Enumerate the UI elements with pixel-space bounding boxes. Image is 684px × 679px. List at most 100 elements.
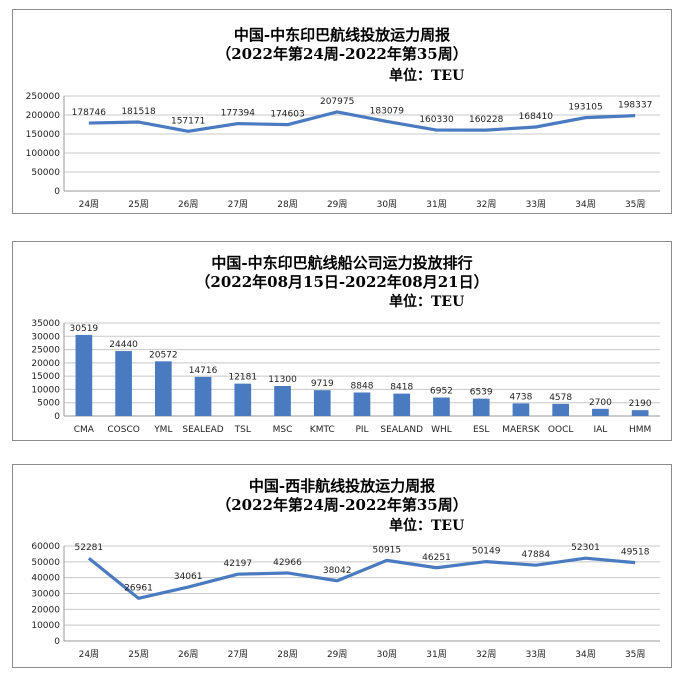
- x-tick-label: MAERSK: [502, 425, 541, 435]
- y-tick-label: 20000: [31, 359, 60, 369]
- data-label: 24440: [109, 340, 138, 350]
- x-tick-label: KMTC: [310, 425, 335, 435]
- x-tick-label: 29周: [327, 199, 347, 210]
- x-tick-label: 28周: [277, 649, 297, 660]
- y-tick-label: 100000: [26, 149, 61, 159]
- bar: [353, 392, 371, 416]
- data-label: 6539: [470, 388, 493, 398]
- x-tick-label: 34周: [575, 199, 595, 210]
- data-label: 8848: [351, 381, 374, 391]
- data-label: 8418: [390, 383, 413, 393]
- data-label: 160228: [469, 115, 504, 125]
- data-label: 174603: [270, 110, 304, 120]
- x-tick-label: CMA: [74, 425, 95, 435]
- bar: [75, 334, 93, 416]
- chart-1-title: 中国-中东印巴航线投放运力周报: [233, 26, 451, 44]
- chart-2-unit: 单位：TEU: [389, 294, 465, 310]
- bar: [154, 361, 172, 416]
- bar: [433, 397, 450, 416]
- data-label: 50149: [472, 547, 501, 557]
- x-tick-label: 31周: [426, 199, 446, 210]
- data-label: 183079: [370, 106, 405, 116]
- bar: [313, 390, 331, 416]
- y-tick-label: 150000: [26, 130, 61, 140]
- data-label: 42966: [273, 558, 302, 568]
- x-tick-label: 24周: [79, 199, 99, 210]
- x-tick-label: 30周: [377, 199, 397, 210]
- data-label: 50915: [373, 545, 402, 555]
- data-label: 46251: [422, 553, 451, 563]
- bar: [194, 376, 212, 416]
- x-tick-label: TSL: [234, 425, 251, 435]
- x-tick-label: 29周: [327, 649, 347, 660]
- chart-panel-2: 中国-中东印巴航线船公司运力投放排行 （2022年08月15日-2022年08月…: [12, 241, 672, 441]
- y-tick-label: 30000: [31, 332, 60, 342]
- data-label: 6952: [430, 387, 453, 397]
- x-tick-label: 24周: [79, 649, 99, 660]
- data-label: 181518: [121, 107, 156, 117]
- x-tick-label: 32周: [476, 199, 496, 210]
- y-tick-label: 60000: [31, 542, 60, 552]
- data-label: 38042: [323, 566, 352, 576]
- data-label: 2700: [589, 398, 612, 408]
- y-tick-label: 40000: [31, 574, 60, 584]
- series-line: [87, 556, 636, 600]
- chart-1-plot: 0 50000 100000 150000 200000 250000 24周 25周 26周 2…: [26, 92, 660, 210]
- chart-3-plot: 0 10000 20000 30000 40000 50000 60000 24周 25周 26周…: [31, 542, 660, 660]
- data-label: 4578: [549, 393, 572, 403]
- x-tick-label: 35周: [625, 649, 645, 660]
- x-tick-label: IAL: [593, 425, 607, 435]
- y-tick-label: 15000: [31, 372, 60, 382]
- x-tick-label: COSCO: [107, 425, 139, 435]
- data-label: 12181: [228, 373, 257, 383]
- x-tick-label: 30周: [377, 649, 397, 660]
- x-tick-label: 31周: [426, 649, 446, 660]
- x-tick-label: 35周: [625, 199, 645, 210]
- data-label: 49518: [621, 548, 650, 558]
- data-label: 9719: [311, 379, 334, 389]
- chart-panel-3: 中国-西非航线投放运力周报 （2022年第24周-2022年第35周） 单位：T…: [12, 464, 672, 668]
- chart-panel-1: 中国-中东印巴航线投放运力周报 （2022年第24周-2022年第35周） 单位…: [12, 9, 672, 214]
- x-tick-label: 28周: [277, 199, 297, 210]
- bar: [393, 393, 411, 416]
- x-tick-label: MSC: [273, 425, 293, 435]
- x-tick-label: 26周: [178, 199, 198, 210]
- data-label: 198337: [618, 101, 652, 111]
- y-tick-label: 10000: [31, 385, 60, 395]
- x-tick-label: 27周: [228, 199, 248, 210]
- x-tick-label: 32周: [476, 649, 496, 660]
- data-label: 4738: [509, 392, 532, 402]
- chart-2-title: 中国-中东印巴航线船公司运力投放排行: [211, 254, 473, 272]
- y-tick-label: 0: [54, 412, 60, 422]
- y-tick-label: 200000: [26, 111, 61, 121]
- y-tick-label: 35000: [31, 319, 60, 329]
- bar: [552, 403, 570, 416]
- y-tick-label: 20000: [31, 605, 60, 615]
- data-label: 26961: [124, 583, 153, 593]
- x-tick-label: 26周: [178, 649, 198, 660]
- chart-2-plot: 0 5000 10000 15000 20000 25000 30000 35000 CMA CO…: [31, 319, 660, 435]
- data-label: 160330: [419, 115, 454, 125]
- x-tick-label: YML: [153, 425, 172, 435]
- x-tick-label: 33周: [526, 199, 546, 210]
- chart-3-title: 中国-西非航线投放运力周报: [248, 477, 436, 495]
- bar: [631, 410, 649, 416]
- x-tick-label: HMM: [629, 425, 651, 435]
- bar: [115, 351, 132, 416]
- x-tick-label: 27周: [228, 649, 248, 660]
- data-label: 168410: [519, 112, 554, 122]
- x-tick-label: 34周: [575, 649, 595, 660]
- data-label: 30519: [70, 324, 99, 334]
- data-label: 20572: [149, 350, 178, 360]
- chart-2-subtitle: （2022年08月15日-2022年08月21日）: [195, 273, 489, 291]
- x-tick-label: OOCL: [548, 425, 573, 435]
- data-label: 207975: [320, 97, 354, 107]
- data-label: 157171: [171, 116, 205, 126]
- x-tick-label: PIL: [355, 425, 368, 435]
- bar: [592, 408, 609, 416]
- chart-1-subtitle: （2022年第24周-2022年第35周）: [216, 45, 468, 63]
- x-tick-label: SEALEAD: [182, 425, 223, 435]
- data-label: 193105: [568, 103, 602, 113]
- data-label: 14716: [189, 366, 218, 376]
- x-tick-label: 25周: [128, 649, 148, 660]
